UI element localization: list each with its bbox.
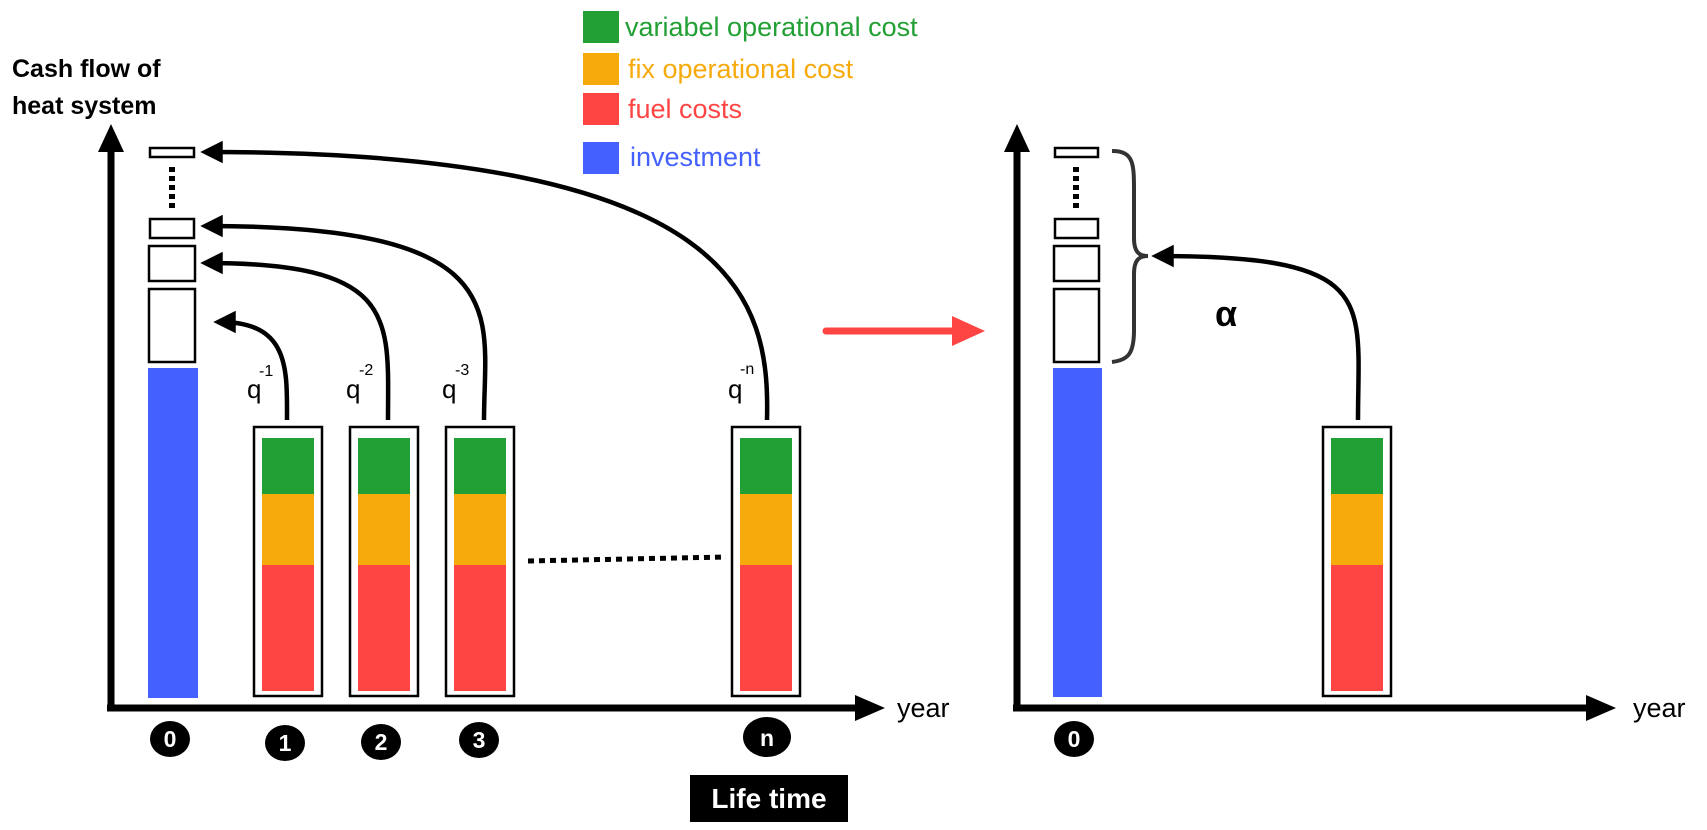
svg-text:-3: -3	[455, 362, 469, 379]
variable-cost-segment	[740, 438, 792, 494]
legend-label-variable: variabel operational cost	[625, 12, 918, 42]
right-investment-bar	[1053, 368, 1102, 697]
annual-cost-bar	[1321, 425, 1393, 698]
right-x-axis-arrowhead	[1586, 695, 1616, 721]
years-ellipsis	[527, 554, 727, 564]
y-axis-arrowhead	[98, 124, 124, 152]
discount-arrow-year-3	[200, 214, 488, 421]
year-marker-2: 2	[361, 724, 401, 760]
legend: variabel operational cost fix operationa…	[583, 11, 918, 174]
x-axis-arrowhead	[855, 695, 885, 721]
fixed-cost-segment	[1331, 494, 1383, 565]
svg-text:1: 1	[279, 730, 292, 756]
svg-text:q: q	[442, 374, 456, 404]
year-marker-0: 0	[150, 721, 190, 757]
right-year-marker-0: 0	[1054, 721, 1094, 757]
fixed-cost-segment	[262, 494, 314, 565]
discounted-cost-box-2	[147, 244, 197, 283]
discounted-cost-box-n	[148, 146, 196, 159]
right-x-axis-label: year	[1633, 693, 1686, 723]
legend-swatch-fixed	[583, 53, 619, 85]
variable-cost-segment	[454, 438, 506, 494]
discounted-cost-box-3	[148, 217, 196, 240]
svg-text:-2: -2	[359, 362, 373, 379]
discount-arrow-year-2	[200, 251, 391, 421]
annuity-alpha-label: α	[1215, 293, 1237, 334]
svg-text:Life time: Life time	[711, 783, 826, 814]
fuel-cost-segment	[1331, 565, 1383, 691]
year-marker-n: n	[743, 717, 791, 757]
year-n-cost-bar	[730, 425, 802, 698]
fuel-cost-segment	[358, 565, 410, 691]
x-axis-label: year	[897, 693, 950, 723]
year-marker-3: 3	[459, 722, 499, 758]
fixed-cost-segment	[358, 494, 410, 565]
discount-factor-q2: q -2	[346, 362, 373, 404]
legend-swatch-fuel	[583, 93, 619, 125]
year-marker-1: 1	[265, 725, 305, 761]
legend-label-fuel: fuel costs	[628, 94, 742, 124]
discount-factor-q3: q -3	[442, 362, 469, 404]
right-y-axis-arrowhead	[1004, 124, 1030, 152]
investment-bar	[148, 368, 198, 698]
discount-factor-q1: q -1	[247, 363, 273, 404]
year-3-cost-bar	[444, 425, 516, 698]
annuity-arrow	[1151, 244, 1361, 421]
svg-text:q: q	[247, 374, 261, 404]
discounted-cost-box-1	[147, 287, 197, 364]
svg-text:0: 0	[1068, 726, 1081, 752]
right-discounted-box-n	[1053, 146, 1100, 159]
svg-text:2: 2	[375, 729, 388, 755]
svg-text:n: n	[760, 725, 774, 751]
variable-cost-segment	[262, 438, 314, 494]
year-1-cost-bar	[252, 425, 324, 698]
svg-text:q: q	[728, 374, 742, 404]
svg-text:3: 3	[473, 727, 486, 753]
y-axis-title-line2: heat system	[12, 92, 157, 120]
fuel-cost-segment	[262, 565, 314, 691]
svg-text:-n: -n	[740, 361, 754, 378]
svg-text:q: q	[346, 374, 360, 404]
discount-arrow-year-1	[213, 310, 290, 421]
fixed-cost-segment	[740, 494, 792, 565]
discount-arrow-year-n	[200, 140, 770, 421]
variable-cost-segment	[358, 438, 410, 494]
right-discounted-box-2	[1052, 244, 1101, 283]
legend-swatch-variable	[583, 11, 619, 43]
year-2-cost-bar	[348, 425, 420, 698]
legend-swatch-investment	[583, 142, 619, 174]
lifetime-label: Life time	[690, 775, 848, 822]
right-diagram: year α 0	[1004, 124, 1686, 757]
legend-label-fixed: fix operational cost	[628, 54, 854, 84]
transform-arrow	[822, 316, 985, 346]
discount-factor-qn: q -n	[728, 361, 754, 404]
svg-text:-1: -1	[259, 363, 273, 380]
left-diagram: Cash flow of heat system year	[12, 55, 950, 822]
right-discounted-box-1	[1052, 287, 1101, 364]
y-axis-title-line1: Cash flow of	[12, 55, 161, 83]
variable-cost-segment	[1331, 438, 1383, 494]
sum-brace	[1111, 149, 1149, 364]
svg-text:0: 0	[164, 726, 177, 752]
fuel-cost-segment	[740, 565, 792, 691]
fuel-cost-segment	[454, 565, 506, 691]
fixed-cost-segment	[454, 494, 506, 565]
right-discounted-box-3	[1053, 217, 1100, 240]
legend-label-investment: investment	[630, 142, 761, 172]
